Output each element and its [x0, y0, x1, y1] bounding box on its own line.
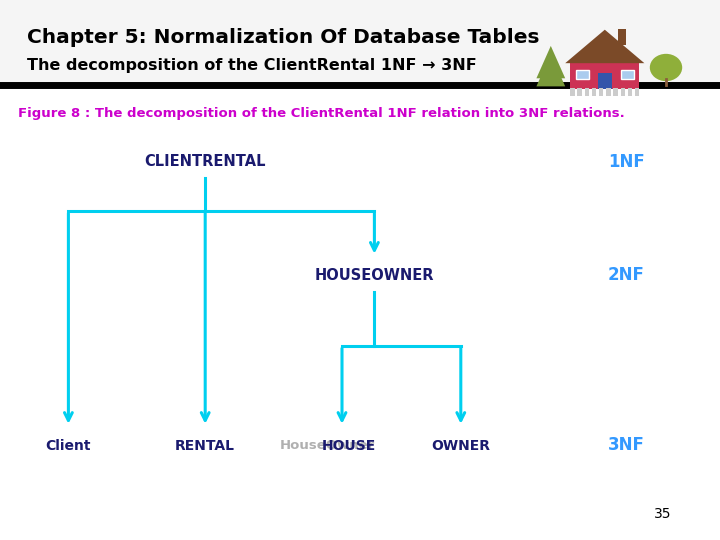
Text: Chapter 5: Normalization Of Database Tables: Chapter 5: Normalization Of Database Tab… [27, 28, 540, 48]
Bar [570, 63, 639, 89]
Text: HOUSE: HOUSE [322, 438, 377, 453]
Bar [613, 88, 618, 96]
Text: RENTAL: RENTAL [175, 438, 235, 453]
Text: 35: 35 [654, 507, 671, 521]
Bar [0, 0, 720, 85]
Text: 1NF: 1NF [608, 153, 645, 171]
Text: OWNER: OWNER [431, 438, 490, 453]
Bar [606, 88, 611, 96]
Bar [621, 70, 634, 79]
Bar [598, 73, 612, 89]
Bar [599, 88, 603, 96]
Text: HouseOwner: HouseOwner [280, 439, 375, 452]
Text: HOUSEOWNER: HOUSEOWNER [315, 268, 434, 283]
Bar [585, 88, 589, 96]
Text: CLIENTRENTAL: CLIENTRENTAL [145, 154, 266, 170]
Text: 3NF: 3NF [608, 436, 645, 455]
Polygon shape [536, 46, 565, 78]
Bar [621, 88, 625, 96]
Polygon shape [565, 30, 644, 63]
Polygon shape [536, 54, 565, 86]
Bar [576, 70, 589, 79]
Text: Client: Client [45, 438, 91, 453]
Text: The decomposition of the ClientRental 1NF → 3NF: The decomposition of the ClientRental 1N… [27, 58, 477, 73]
Bar [577, 88, 582, 96]
Text: 2NF: 2NF [608, 266, 645, 285]
Bar [618, 29, 626, 45]
Bar [592, 88, 596, 96]
Text: Figure 8 : The decomposition of the ClientRental 1NF relation into 3NF relations: Figure 8 : The decomposition of the Clie… [18, 107, 625, 120]
Bar [635, 88, 639, 96]
Bar [570, 88, 575, 96]
Ellipse shape [649, 54, 683, 81]
Bar [628, 88, 632, 96]
